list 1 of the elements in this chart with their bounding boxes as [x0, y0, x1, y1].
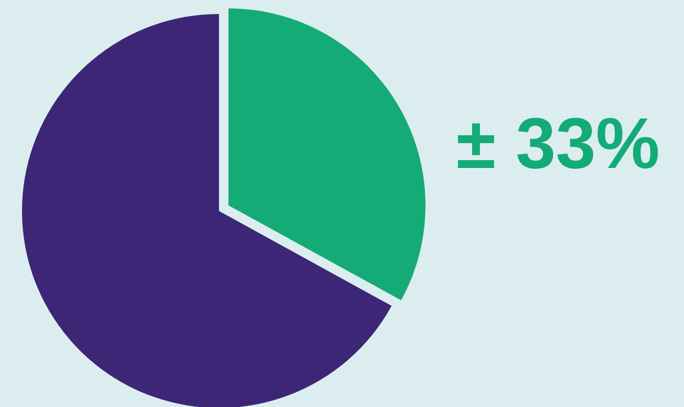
data-label: ± 33% [456, 104, 660, 184]
